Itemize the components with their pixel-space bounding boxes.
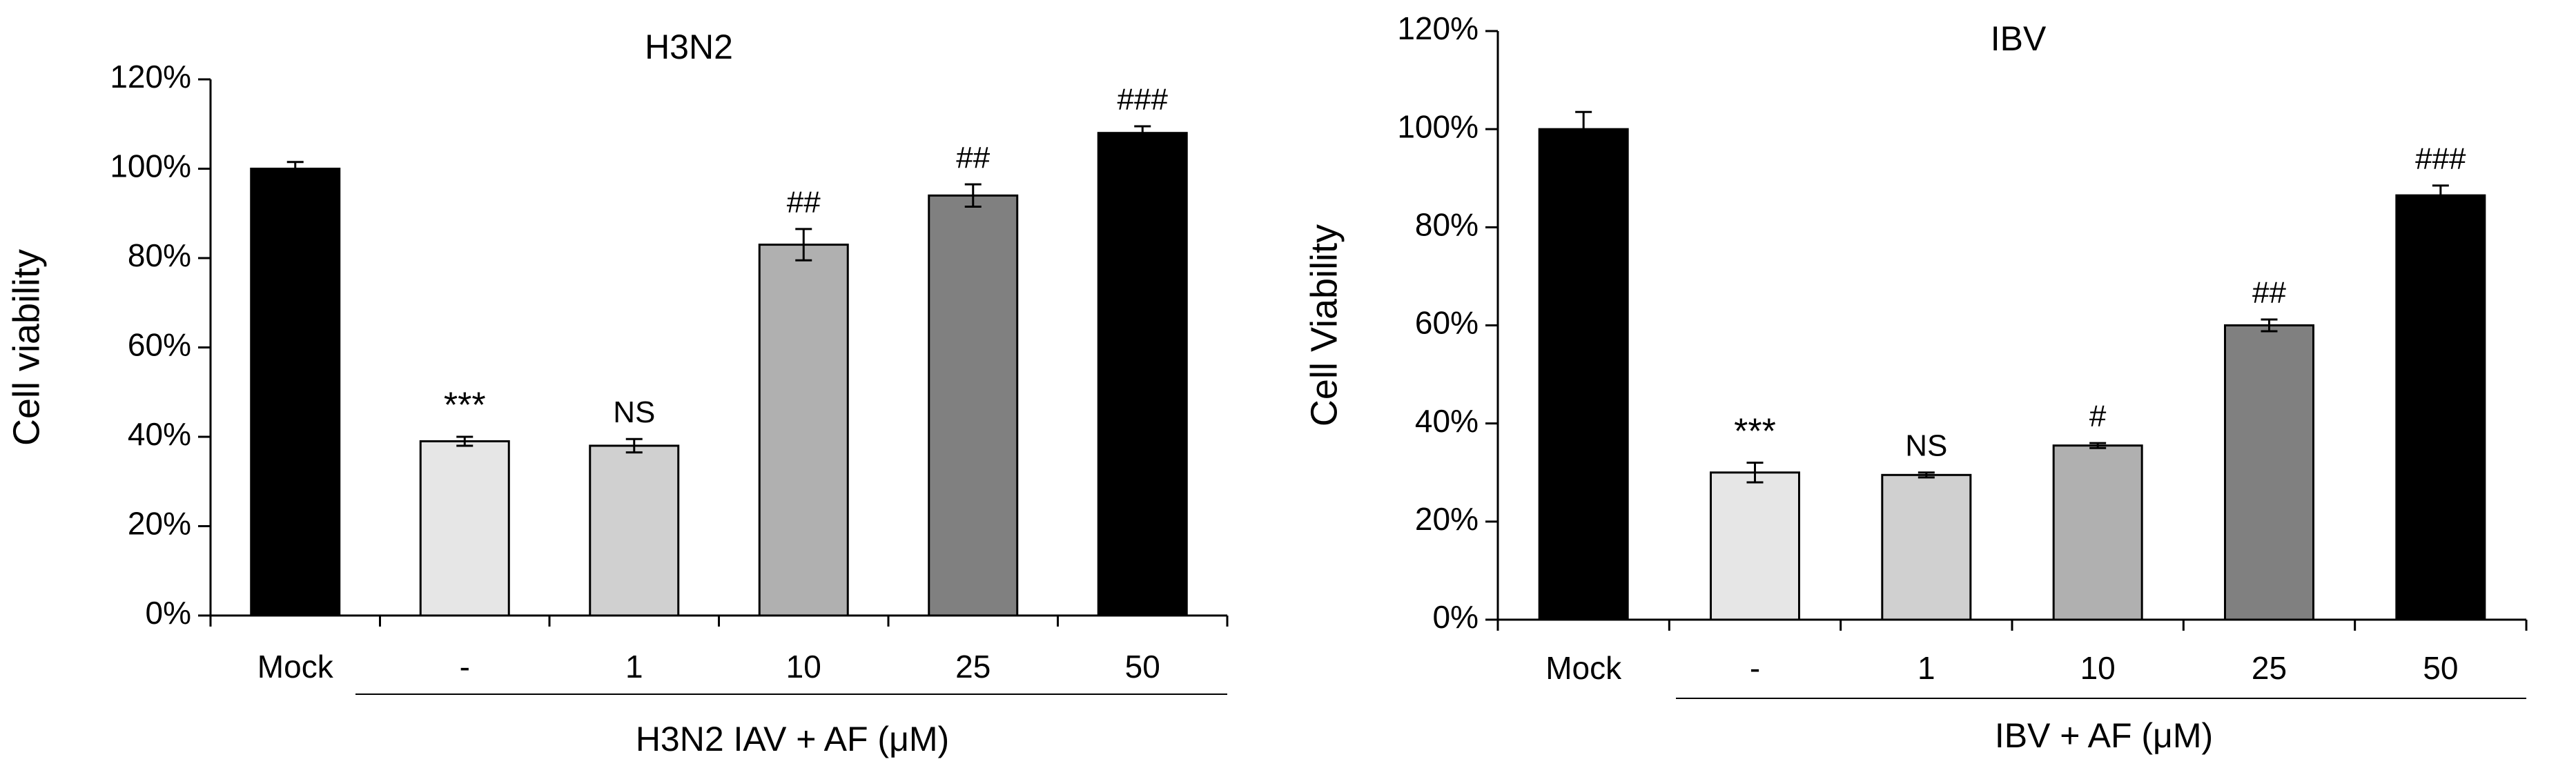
y-axis-label: Cell viability [6, 249, 47, 446]
x-tick-label: 50 [2423, 650, 2458, 686]
chart-ibv-panel: 0% 20% 40% 60% 80% 100% 120% Mock *** - NS 1 #10 ## 25… [1303, 10, 2528, 755]
bar [2224, 324, 2314, 621]
bar [419, 440, 510, 617]
y-tick-label: 80% [128, 237, 191, 273]
significance-label: ## [2252, 276, 2286, 310]
bar [2395, 194, 2486, 621]
y-tick-label: 60% [1415, 305, 1479, 341]
significance-label: NS [613, 395, 655, 429]
x-tick-label: 25 [2252, 650, 2287, 686]
significance-label: ## [787, 186, 821, 219]
x-axis-label: H3N2 IAV + AF (μM) [636, 720, 949, 758]
y-tick-label: 40% [128, 416, 191, 452]
x-tick-label: 25 [955, 649, 991, 685]
significance-label: # [2089, 400, 2107, 433]
y-tick-label: 80% [1415, 206, 1479, 242]
x-tick-label: - [460, 649, 470, 685]
significance-label: NS [1905, 429, 1947, 462]
bar [1881, 473, 1972, 621]
bar [2052, 444, 2143, 621]
x-tick-label: 10 [786, 649, 821, 685]
chart-title: IBV [1991, 19, 2047, 58]
y-axis-label: Cell Viability [1303, 224, 1345, 426]
significance-label: ### [1118, 83, 1169, 117]
bar [1710, 471, 1800, 621]
y-tick-label: 20% [128, 506, 191, 542]
x-tick-label: Mock [257, 649, 334, 685]
y-tick-label: 120% [1397, 10, 1479, 46]
y-tick-label: 0% [146, 595, 191, 631]
x-axis-label: IBV + AF (μM) [1995, 716, 2213, 755]
x-tick-label: Mock [1545, 650, 1622, 686]
bar [1538, 128, 1629, 621]
bar [1097, 132, 1188, 617]
y-tick-label: 100% [110, 148, 191, 184]
x-tick-label: 10 [2080, 650, 2116, 686]
x-tick-label: - [1750, 650, 1760, 686]
bar [589, 444, 680, 617]
significance-label: *** [444, 386, 486, 426]
y-tick-label: 0% [1433, 599, 1479, 635]
chart-h3n2-panel: 0% 20% 40% 60% 80% 100% 120% Mock *** - NS 1 ## 10 ## 2… [6, 28, 1229, 758]
y-tick-label: 100% [1397, 108, 1479, 144]
y-tick-label: 20% [1415, 501, 1479, 537]
significance-label: ## [956, 141, 990, 175]
chart-title: H3N2 [645, 28, 733, 66]
bar [928, 194, 1019, 617]
y-tick-label: 60% [128, 327, 191, 363]
x-tick-label: 1 [1918, 650, 1935, 686]
bar [250, 168, 341, 617]
x-tick-label: 50 [1125, 649, 1160, 685]
bar [758, 244, 849, 617]
significance-label: *** [1734, 411, 1776, 451]
y-tick-label: 40% [1415, 403, 1479, 439]
y-tick-label: 120% [110, 59, 191, 95]
significance-label: ### [2415, 142, 2466, 176]
x-tick-label: 1 [625, 649, 643, 685]
